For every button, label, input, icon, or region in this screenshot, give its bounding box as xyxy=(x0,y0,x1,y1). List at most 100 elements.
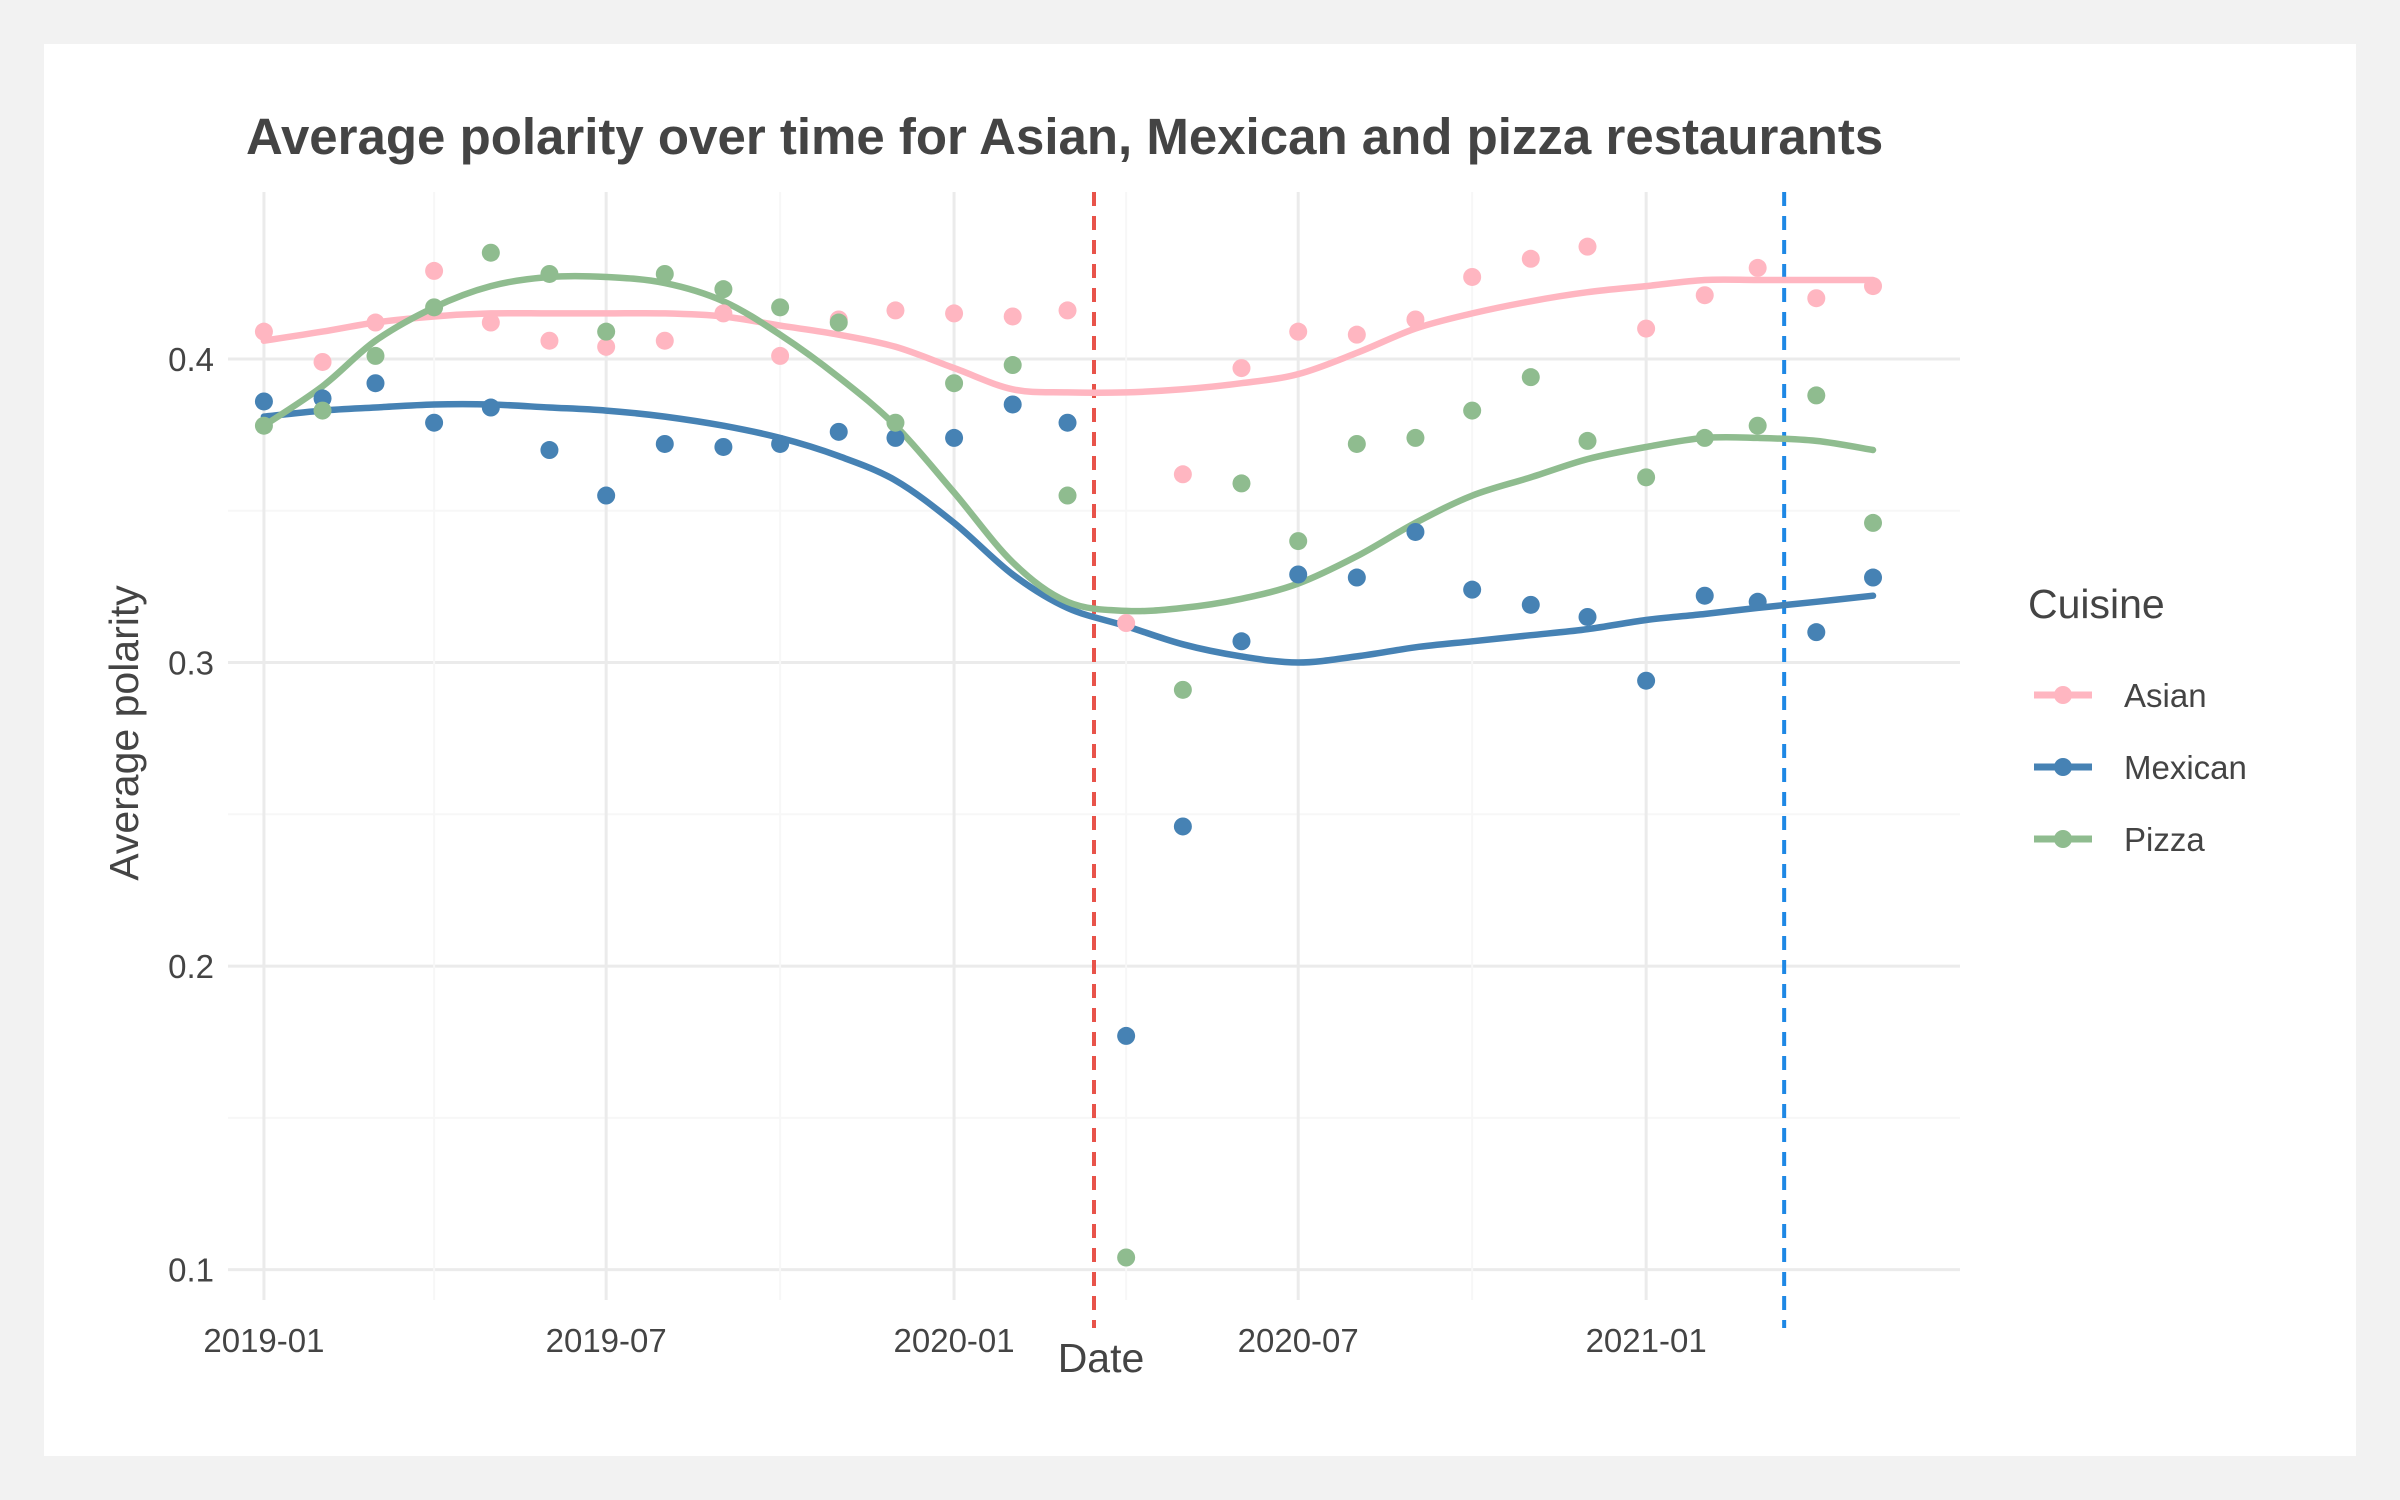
x-tick-label: 2020-01 xyxy=(894,1322,1015,1359)
asian-point xyxy=(945,304,964,323)
pizza-point xyxy=(1347,434,1366,453)
mexican-point xyxy=(481,398,500,417)
pizza-point xyxy=(254,416,273,435)
mexican-point xyxy=(1521,595,1540,614)
asian-point xyxy=(1521,249,1540,268)
mexican-point xyxy=(1173,817,1192,836)
asian-point xyxy=(1748,258,1767,277)
legend-label-asian: Asian xyxy=(2124,677,2207,714)
y-tick-label: 0.1 xyxy=(168,1252,214,1289)
mexican-point xyxy=(1289,565,1308,584)
mexican-point xyxy=(1232,632,1251,651)
pizza-point xyxy=(597,322,616,341)
x-tick-label: 2021-01 xyxy=(1586,1322,1707,1359)
series-pizza xyxy=(260,272,1877,615)
asian-point xyxy=(655,331,674,350)
asian-point xyxy=(1232,359,1251,378)
pizza-point xyxy=(1637,468,1656,487)
pizza-point xyxy=(714,280,733,299)
legend-items: Asian Mexican Pizza xyxy=(2034,677,2247,858)
series-mexican xyxy=(260,400,1877,666)
legend-item-asian: Asian xyxy=(2034,677,2207,714)
legend-item-mexican: Mexican xyxy=(2034,749,2247,786)
asian-point xyxy=(771,346,790,365)
asian-point xyxy=(313,352,332,371)
legend-label-mexican: Mexican xyxy=(2124,749,2247,786)
mexican-point xyxy=(597,486,616,505)
legend-item-pizza: Pizza xyxy=(2034,821,2205,858)
pizza-point xyxy=(1578,431,1597,450)
mexican-point xyxy=(1864,568,1883,587)
y-axis-title: Average polarity xyxy=(101,585,147,881)
pizza-point xyxy=(313,401,332,420)
mexican-point xyxy=(540,441,559,460)
legend-key-point xyxy=(2054,758,2072,776)
legend-key-point xyxy=(2054,830,2072,848)
pizza-point xyxy=(1748,416,1767,435)
mexican-point xyxy=(1637,671,1656,690)
pizza-point xyxy=(366,346,385,365)
points-pizza xyxy=(254,243,1883,1267)
asian-point xyxy=(1117,614,1136,633)
mexican-point xyxy=(1406,522,1425,541)
pizza-point xyxy=(886,413,905,432)
mexican-point xyxy=(1003,395,1022,414)
asian-point xyxy=(1578,237,1597,256)
asian-trend-line xyxy=(260,276,1877,397)
mexican-point xyxy=(366,374,385,393)
mexican-point xyxy=(886,428,905,447)
legend: Cuisine Asian Mexican Pizza xyxy=(2028,581,2247,858)
legend-label-pizza: Pizza xyxy=(2124,821,2205,858)
y-tick-label: 0.4 xyxy=(168,341,214,378)
asian-point xyxy=(1003,307,1022,326)
legend-title: Cuisine xyxy=(2028,581,2165,627)
pizza-point xyxy=(1807,386,1826,405)
asian-point xyxy=(1406,310,1425,329)
pizza-point xyxy=(1406,428,1425,447)
pizza-point xyxy=(1003,356,1022,375)
mexican-point xyxy=(945,428,964,447)
asian-point xyxy=(1347,325,1366,344)
pizza-point xyxy=(481,243,500,262)
asian-point xyxy=(714,304,733,323)
x-tick-label: 2019-01 xyxy=(203,1322,324,1359)
asian-point xyxy=(254,322,273,341)
tick-labels: 0.1 0.2 0.3 0.4 2019-01 2019-07 2020-01 2020-07… xyxy=(168,341,1707,1359)
chart-panel: 0.1 0.2 0.3 0.4 2019-01 2019-07 2020-01 2020-07… xyxy=(44,44,2356,1456)
legend-key-point xyxy=(2054,686,2072,704)
asian-point xyxy=(481,313,500,332)
pizza-point xyxy=(1463,401,1482,420)
asian-point xyxy=(540,331,559,350)
mexican-point xyxy=(829,422,848,441)
mexican-point xyxy=(1748,592,1767,611)
mexican-point xyxy=(1117,1026,1136,1045)
series-layer xyxy=(254,237,1883,1267)
mexican-trend-line xyxy=(260,400,1877,666)
pizza-point xyxy=(1289,532,1308,551)
x-tick-label: 2020-07 xyxy=(1238,1322,1359,1359)
points-asian xyxy=(254,237,1883,633)
asian-point xyxy=(1864,277,1883,296)
pizza-point xyxy=(655,264,674,283)
y-tick-label: 0.3 xyxy=(168,645,214,682)
pizza-point xyxy=(1695,428,1714,447)
pizza-point xyxy=(945,374,964,393)
asian-point xyxy=(886,301,905,320)
asian-point xyxy=(366,313,385,332)
mexican-point xyxy=(1463,580,1482,599)
x-axis-title: Date xyxy=(1058,1335,1145,1381)
mexican-point xyxy=(425,413,444,432)
mexican-point xyxy=(1058,413,1077,432)
mexican-point xyxy=(771,434,790,453)
pizza-point xyxy=(540,264,559,283)
reference-lines xyxy=(1092,192,1787,1328)
chart-title: Average polarity over time for Asian, Me… xyxy=(246,108,1883,165)
mexican-point xyxy=(1695,586,1714,605)
x-tick-label: 2019-07 xyxy=(546,1322,667,1359)
series-asian xyxy=(260,276,1877,397)
mexican-point xyxy=(1347,568,1366,587)
pizza-point xyxy=(1117,1248,1136,1267)
pizza-point xyxy=(771,298,790,317)
mexican-point xyxy=(1578,607,1597,626)
pizza-point xyxy=(1173,680,1192,699)
